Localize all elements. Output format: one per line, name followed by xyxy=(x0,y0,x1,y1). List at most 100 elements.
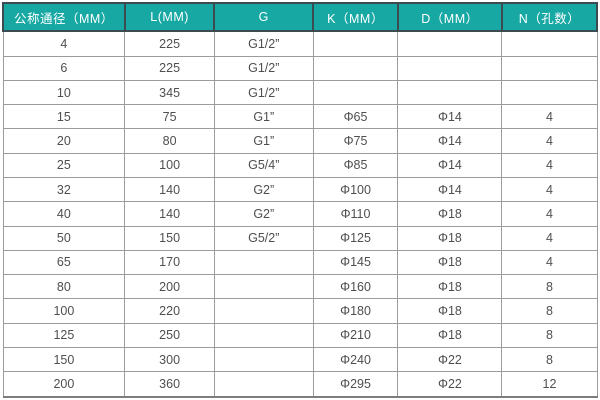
table-row: 6 225 G1/2” xyxy=(2,55,598,81)
table-cell: 360 xyxy=(124,371,215,398)
table-cell: Φ110 xyxy=(312,201,399,227)
table-cell xyxy=(213,322,314,348)
table-cell: 200 xyxy=(2,371,126,398)
table-cell: 250 xyxy=(124,322,215,348)
table-cell: Φ65 xyxy=(312,104,399,130)
table-cell: 4 xyxy=(501,176,598,203)
table-cell: 4 xyxy=(501,225,598,251)
table-cell xyxy=(213,249,314,276)
table-cell: Φ75 xyxy=(312,128,399,154)
table-cell: Φ125 xyxy=(312,225,399,251)
table-cell: G1/2” xyxy=(213,79,314,106)
table-row: 20 80 G1” Φ75 Φ14 4 xyxy=(2,128,598,154)
table-cell xyxy=(397,55,503,81)
table-cell: Φ145 xyxy=(312,249,399,276)
table-cell: 4 xyxy=(501,201,598,227)
table-cell: Φ18 xyxy=(397,274,503,300)
table-cell: 4 xyxy=(501,128,598,154)
table-cell: 8 xyxy=(501,322,598,348)
table-cell: 125 xyxy=(2,322,126,348)
table-cell: 150 xyxy=(2,346,126,373)
table-cell: 10 xyxy=(2,79,126,106)
table-cell: Φ14 xyxy=(397,128,503,154)
table-cell: G5/4” xyxy=(213,152,314,179)
table-cell: 4 xyxy=(501,249,598,276)
table-cell: 75 xyxy=(124,104,215,130)
table-cell: 40 xyxy=(2,201,126,227)
table-cell: 65 xyxy=(2,249,126,276)
table-cell: 12 xyxy=(501,371,598,398)
table-cell: Φ18 xyxy=(397,322,503,348)
header-cell-thread: G xyxy=(213,2,315,32)
header-cell-length: L(MM) xyxy=(123,2,216,32)
table-cell xyxy=(213,298,314,324)
table-cell: 100 xyxy=(2,298,126,324)
table-cell xyxy=(312,79,399,106)
table-row: 32 140 G2” Φ100 Φ14 4 xyxy=(2,176,598,203)
table-row: 150 300 Φ240 Φ22 8 xyxy=(2,346,598,373)
table-cell xyxy=(213,274,314,300)
table-cell: G1” xyxy=(213,104,314,130)
header-row: 公称通径（MM） L(MM) G K（MM） D（MM） N（孔数） xyxy=(2,2,599,32)
table-cell: 80 xyxy=(2,274,126,300)
table-cell: G1/2” xyxy=(213,55,314,81)
table-cell xyxy=(213,371,314,398)
table-cell: G2” xyxy=(213,176,314,203)
table-row: 40 140 G2” Φ110 Φ18 4 xyxy=(2,201,598,227)
table-cell: G1/2” xyxy=(213,30,314,57)
table-cell: Φ18 xyxy=(397,249,503,276)
table-cell: 32 xyxy=(2,176,126,203)
table-cell: 225 xyxy=(124,55,215,81)
table-cell: 8 xyxy=(501,346,598,373)
table-cell: 345 xyxy=(124,79,215,106)
table-cell: Φ18 xyxy=(397,201,503,227)
table-cell xyxy=(312,30,399,57)
table-cell: Φ85 xyxy=(312,152,399,179)
table-cell xyxy=(501,30,598,57)
table-row: 65 170 Φ145 Φ18 4 xyxy=(2,249,598,276)
table-cell: Φ14 xyxy=(397,104,503,130)
table-row: 50 150 G5/2” Φ125 Φ18 4 xyxy=(2,225,598,251)
table-cell: Φ180 xyxy=(312,298,399,324)
table-row: 10 345 G1/2” xyxy=(2,79,598,106)
table-row: 125 250 Φ210 Φ18 8 xyxy=(2,322,598,348)
table-cell: 100 xyxy=(124,152,215,179)
table-cell: 8 xyxy=(501,274,598,300)
table-cell xyxy=(501,55,598,81)
table-cell: Φ22 xyxy=(397,371,503,398)
table-cell: Φ14 xyxy=(397,176,503,203)
header-cell-hole-diameter: D（MM） xyxy=(396,2,503,32)
header-cell-nominal-diameter: 公称通径（MM） xyxy=(2,2,126,32)
table-cell: 50 xyxy=(2,225,126,251)
table-cell: 150 xyxy=(124,225,215,251)
table-cell: G1” xyxy=(213,128,314,154)
table-cell: Φ295 xyxy=(312,371,399,398)
header-cell-hole-count: N（孔数） xyxy=(500,2,599,32)
table-cell xyxy=(501,79,598,106)
table-cell: 4 xyxy=(2,30,126,57)
table-row: 200 360 Φ295 Φ22 12 xyxy=(2,371,598,398)
table-cell: 200 xyxy=(124,274,215,300)
table-cell: Φ18 xyxy=(397,225,503,251)
table-cell: Φ18 xyxy=(397,298,503,324)
header-cell-bolt-circle: K（MM） xyxy=(312,2,399,32)
table-cell: G5/2” xyxy=(213,225,314,251)
table-cell: 20 xyxy=(2,128,126,154)
table-cell: 4 xyxy=(501,104,598,130)
table-cell: 170 xyxy=(124,249,215,276)
table-cell: 4 xyxy=(501,152,598,179)
table-cell: Φ100 xyxy=(312,176,399,203)
table-cell xyxy=(397,79,503,106)
table-row: 80 200 Φ160 Φ18 8 xyxy=(2,274,598,300)
table-cell: Φ240 xyxy=(312,346,399,373)
table-row: 25 100 G5/4” Φ85 Φ14 4 xyxy=(2,152,598,179)
table-cell xyxy=(397,30,503,57)
table-cell: Φ210 xyxy=(312,322,399,348)
table-cell xyxy=(312,55,399,81)
table-cell: G2” xyxy=(213,201,314,227)
table-cell xyxy=(213,346,314,373)
table-cell: 300 xyxy=(124,346,215,373)
table-row: 15 75 G1” Φ65 Φ14 4 xyxy=(2,104,598,130)
